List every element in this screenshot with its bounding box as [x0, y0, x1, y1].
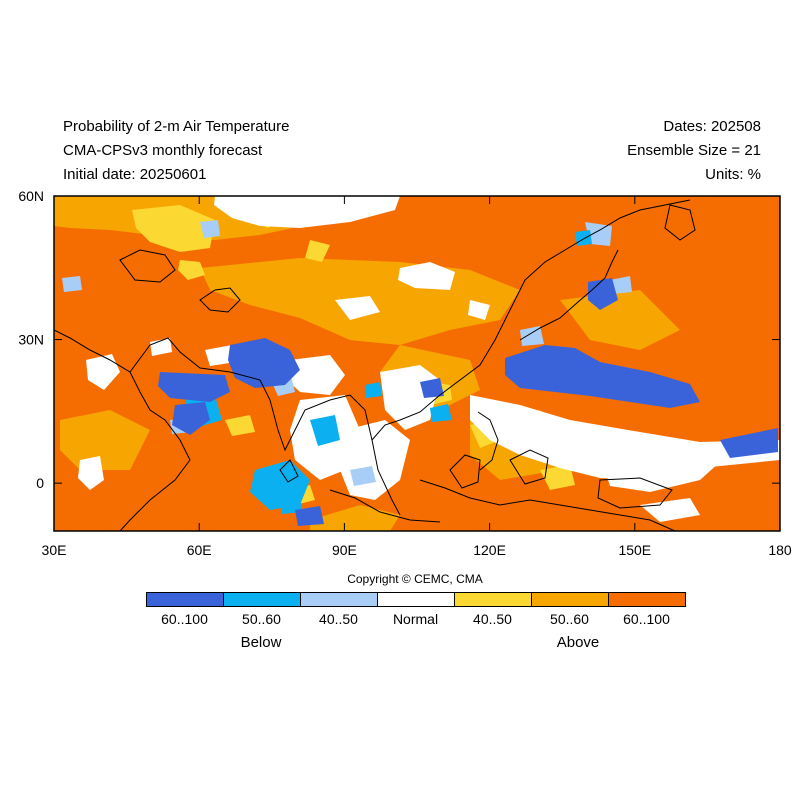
copyright-notice: Copyright © CEMC, CMA [347, 572, 483, 586]
ensemble-size: Ensemble Size = 21 [627, 142, 761, 159]
x-tick-label: 180 [768, 542, 792, 558]
initial-date: Initial date: 20250601 [63, 166, 207, 183]
map-frame [53, 195, 781, 532]
legend-swatch [146, 592, 224, 607]
map-subtitle: CMA-CPSv3 monthly forecast [63, 142, 263, 159]
x-tick-label: 90E [332, 542, 357, 558]
legend-label: 60..100 [161, 611, 208, 627]
x-tick-label: 120E [473, 542, 506, 558]
map-title: Probability of 2-m Air Temperature [63, 118, 290, 135]
units-label: Units: % [705, 166, 761, 183]
legend-label: 50..60 [550, 611, 589, 627]
legend-above-label: Above [556, 634, 600, 651]
legend-label: Normal [392, 611, 439, 627]
legend-swatch [300, 592, 378, 607]
legend-swatch [608, 592, 686, 607]
legend-below-label: Below [240, 634, 282, 651]
legend-label: 60..100 [623, 611, 670, 627]
y-tick-label: 60N [18, 188, 44, 204]
y-tick-label: 30N [18, 332, 44, 348]
legend-swatch [454, 592, 532, 607]
x-axis: 30E 60E 90E 120E 150E 180 [42, 196, 792, 558]
legend-label: 40..50 [473, 611, 512, 627]
legend-swatch [223, 592, 301, 607]
field-below-high [158, 278, 778, 526]
probability-map: 30E 60E 90E 120E 150E 180 60N 30N 0 [18, 188, 792, 558]
x-tick-label: 30E [42, 542, 67, 558]
y-tick-label: 0 [36, 475, 44, 491]
legend-label: 40..50 [319, 611, 358, 627]
legend-swatch [377, 592, 455, 607]
y-axis: 60N 30N 0 [18, 188, 780, 491]
x-tick-label: 150E [618, 542, 651, 558]
coastlines [54, 199, 696, 531]
x-tick-label: 60E [187, 542, 212, 558]
map-field [54, 196, 780, 531]
forecast-dates: Dates: 202508 [663, 118, 761, 135]
legend-swatch [531, 592, 609, 607]
legend-label: 50..60 [242, 611, 281, 627]
